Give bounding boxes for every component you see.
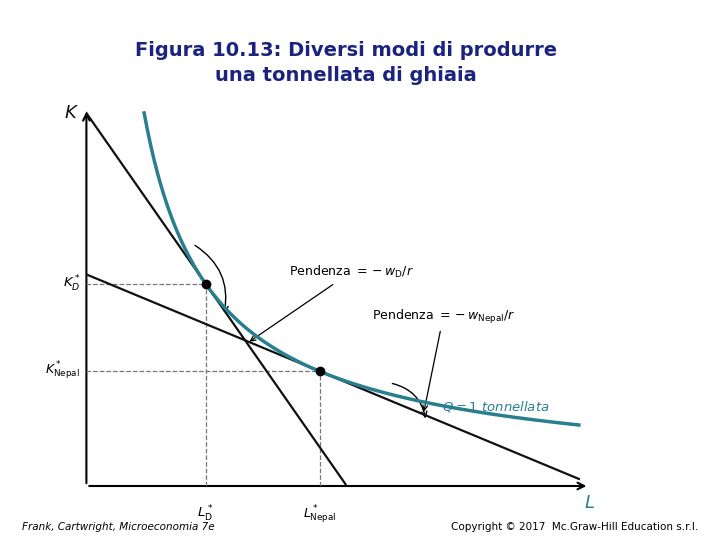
- Text: L: L: [584, 495, 594, 512]
- Text: Pendenza $= -w_{\rm D}/r$: Pendenza $= -w_{\rm D}/r$: [251, 264, 413, 341]
- Text: K: K: [65, 104, 77, 122]
- Text: $L^*_{\rm D}$: $L^*_{\rm D}$: [197, 503, 214, 524]
- Text: $K^*_D$: $K^*_D$: [63, 274, 80, 294]
- Title: Figura 10.13: Diversi modi di produrre
una tonnellata di ghiaia: Figura 10.13: Diversi modi di produrre u…: [135, 40, 557, 85]
- Text: $K^*_{\rm Nepal}$: $K^*_{\rm Nepal}$: [45, 360, 80, 382]
- Text: $L^*_{\rm Nepal}$: $L^*_{\rm Nepal}$: [303, 503, 336, 525]
- Text: Copyright © 2017  Mc.Graw-Hill Education s.r.l.: Copyright © 2017 Mc.Graw-Hill Education …: [451, 522, 698, 532]
- Text: $Q = 1$ tonnellata: $Q = 1$ tonnellata: [441, 399, 549, 414]
- Text: Frank, Cartwright, Microeconomia 7e: Frank, Cartwright, Microeconomia 7e: [22, 522, 215, 532]
- Text: Pendenza $= -w_{\rm Nepal}/r$: Pendenza $= -w_{\rm Nepal}/r$: [372, 308, 515, 410]
